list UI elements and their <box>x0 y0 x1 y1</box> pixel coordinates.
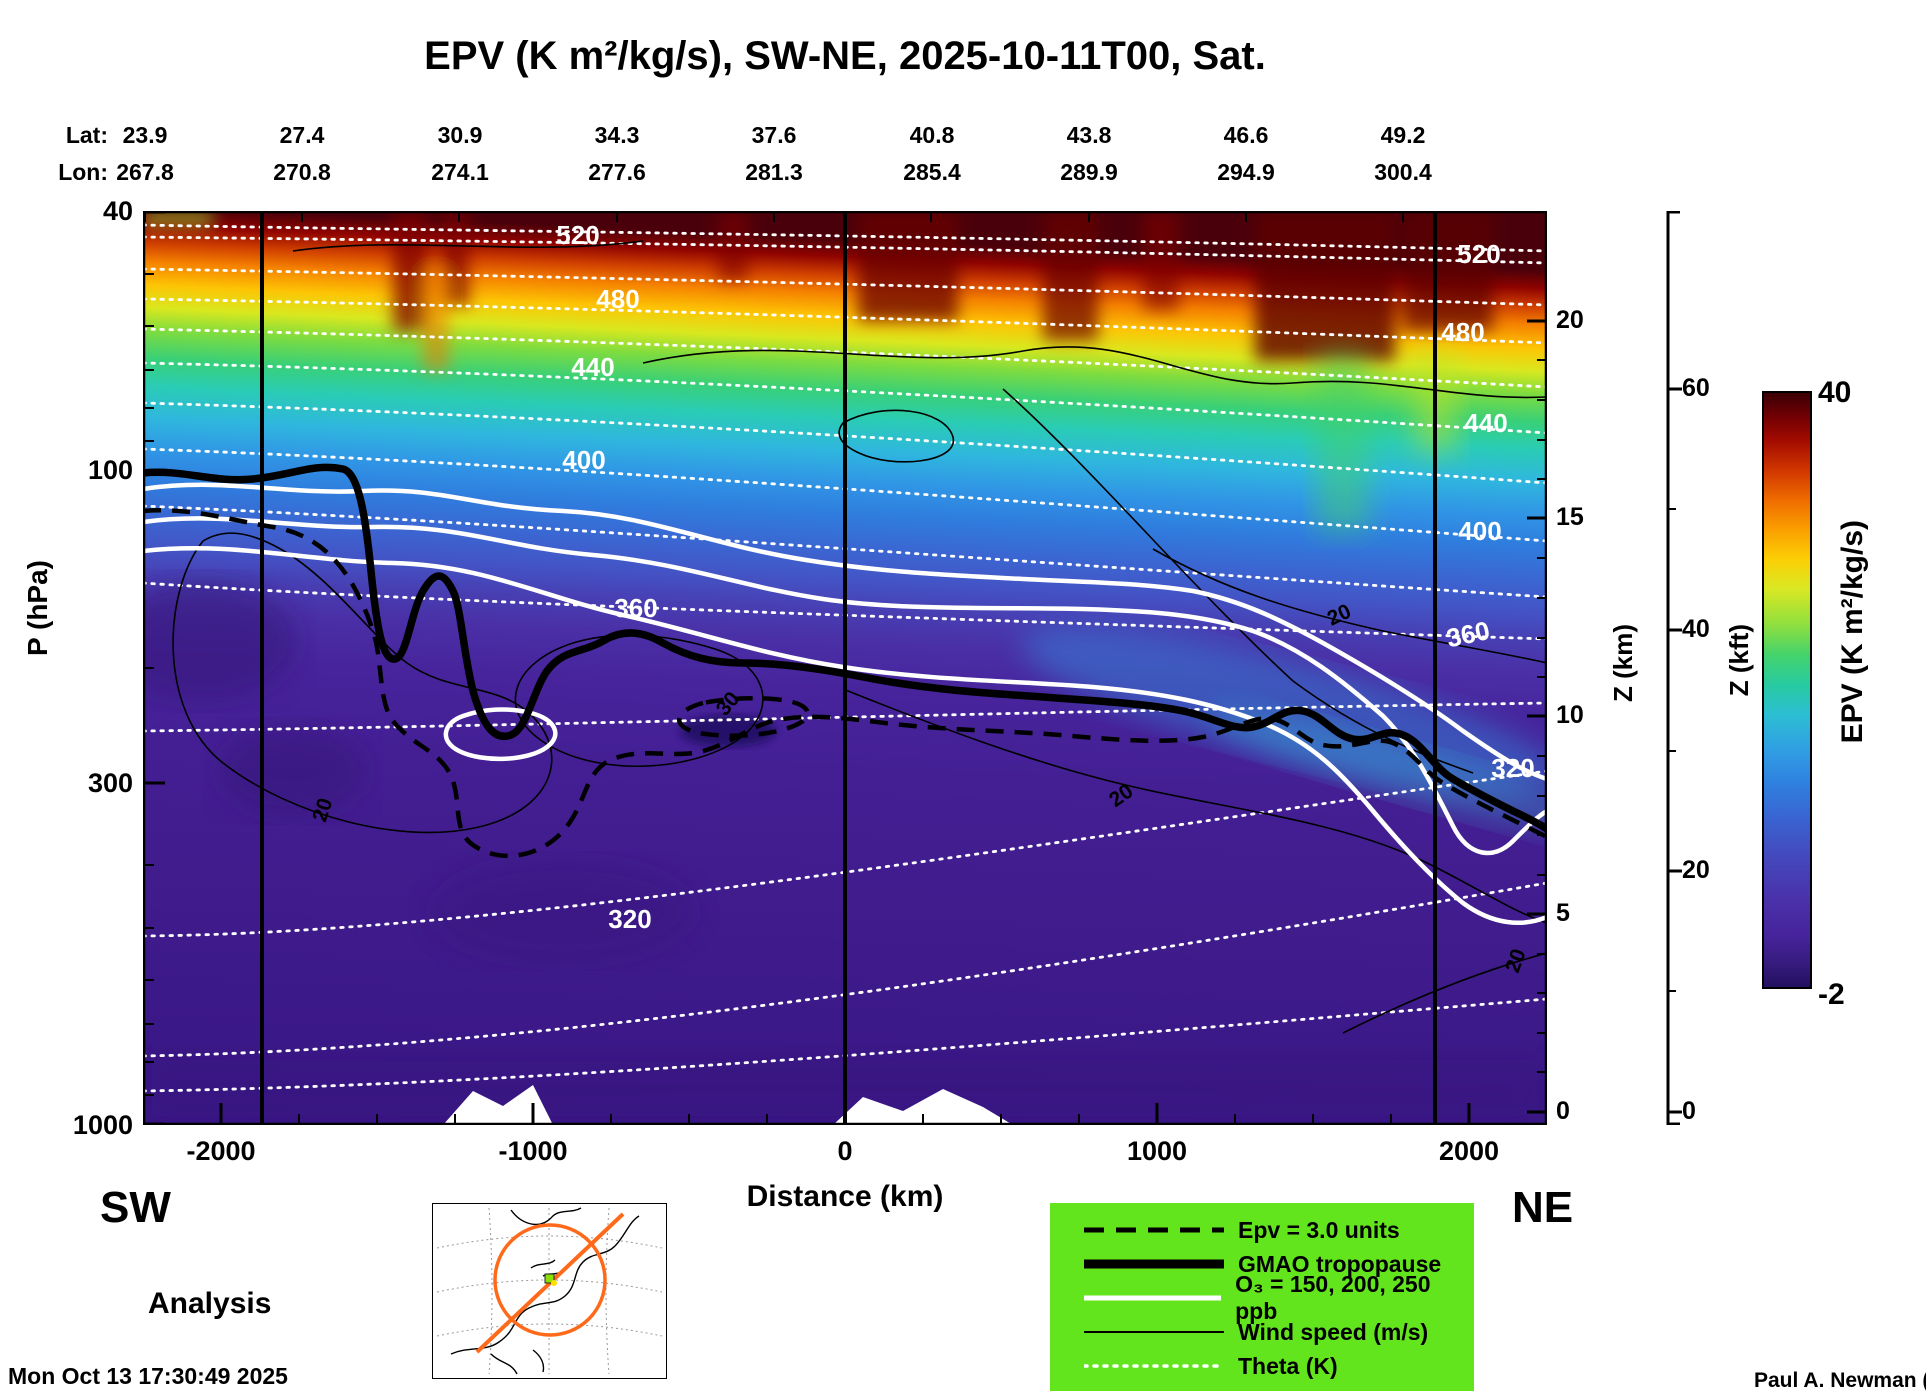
legend-label: Wind speed (m/s) <box>1238 1318 1429 1345</box>
zkm-tick: 0 <box>1556 1097 1570 1125</box>
lon-row-label: Lon: <box>58 159 108 185</box>
svg-text:440: 440 <box>1464 408 1507 438</box>
lon-value: 300.4 <box>1374 159 1432 185</box>
zkft-tick: 60 <box>1682 374 1710 402</box>
pressure-tick: 100 <box>87 455 133 485</box>
zkft-tick: 20 <box>1682 856 1710 884</box>
analysis-label: Analysis <box>148 1287 272 1320</box>
svg-text:480: 480 <box>1441 317 1484 347</box>
lat-value: 46.6 <box>1223 122 1269 148</box>
lat-value: 27.4 <box>279 122 325 148</box>
pressure-tick: 40 <box>102 196 133 226</box>
lon-value: 270.8 <box>273 159 331 185</box>
sw-corner-label: SW <box>100 1183 171 1232</box>
svg-text:440: 440 <box>571 352 614 382</box>
epv3-contour <box>143 508 1547 859</box>
dotted-white-line-icon <box>1084 1364 1224 1368</box>
lat-value: 49.2 <box>1380 122 1426 148</box>
zkm-tick: 10 <box>1556 701 1584 729</box>
plot-border <box>143 211 1547 1125</box>
zkft-axis-label: Z (kft) <box>1724 624 1754 697</box>
legend-label: Epv = 3.0 units <box>1238 1216 1400 1243</box>
pressure-tick: 300 <box>87 768 133 798</box>
colorbar-title: EPV (K m²/kg/s) <box>1836 520 1869 744</box>
legend-label: O₃ = 150, 200, 250 ppb <box>1235 1271 1431 1324</box>
lon-value: 277.6 <box>588 159 646 185</box>
lat-value: 43.8 <box>1066 122 1112 148</box>
distance-tick: 0 <box>837 1136 853 1166</box>
ne-corner-label: NE <box>1512 1183 1574 1232</box>
zkm-axis-label: Z (km) <box>1608 624 1638 702</box>
zkft-axis <box>1666 211 1682 1125</box>
epv-streaks <box>143 211 1493 371</box>
legend: Epv = 3.0 units GMAO tropopause O₃ = 150… <box>1050 1203 1474 1391</box>
timestamp: Mon Oct 13 17:30:49 2025 <box>8 1363 288 1389</box>
svg-text:400: 400 <box>562 445 605 475</box>
zkm-tick: 5 <box>1556 899 1570 927</box>
lat-value: 23.9 <box>122 122 168 148</box>
legend-row-epv: Epv = 3.0 units <box>1050 1213 1474 1247</box>
distance-tick: -1000 <box>498 1136 568 1166</box>
station-marker <box>544 1273 555 1284</box>
svg-text:320: 320 <box>608 904 651 934</box>
epv-colorbar <box>1762 391 1812 989</box>
distance-axis-label: Distance (km) <box>746 1180 944 1213</box>
svg-text:400: 400 <box>1458 516 1501 546</box>
legend-label: GMAO tropopause <box>1238 1250 1442 1277</box>
axis-ticks <box>143 211 1547 1125</box>
cross-section-plot: 520 520 480 480 440 440 400 400 360 360 … <box>143 211 1547 1125</box>
tropopause-line <box>143 463 1547 833</box>
pressure-tick: 1000 <box>72 1110 133 1140</box>
colorbar-min-label: -2 <box>1818 978 1845 1011</box>
ozone-contours <box>143 482 1547 925</box>
transect-circle <box>493 1223 607 1337</box>
distance-tick: -2000 <box>186 1136 256 1166</box>
lat-value: 37.6 <box>751 122 797 148</box>
svg-text:520: 520 <box>1457 239 1500 269</box>
terrain-notches <box>443 1085 1013 1125</box>
zkft-tick: 0 <box>1682 1097 1696 1125</box>
distance-tick: 1000 <box>1126 1136 1188 1166</box>
waypoint-lines <box>260 211 1437 1125</box>
inset-map <box>432 1203 667 1379</box>
dashed-line-icon <box>1084 1227 1224 1233</box>
svg-text:320: 320 <box>1491 753 1534 783</box>
zkm-tick: 15 <box>1556 503 1584 531</box>
svg-text:480: 480 <box>596 284 639 314</box>
zkft-tick: 40 <box>1682 615 1710 643</box>
lon-value: 281.3 <box>745 159 803 185</box>
lon-value: 289.9 <box>1060 159 1118 185</box>
thin-line-icon <box>1084 1331 1224 1333</box>
theta-contours <box>143 223 1547 1093</box>
legend-row-wind: Wind speed (m/s) <box>1050 1315 1474 1349</box>
thick-line-icon <box>1084 1259 1224 1269</box>
colorbar-max-label: 40 <box>1818 376 1852 409</box>
legend-label: Theta (K) <box>1238 1352 1338 1379</box>
lon-value: 274.1 <box>431 159 489 185</box>
lon-value: 285.4 <box>903 159 961 185</box>
zkm-tick: 20 <box>1556 306 1584 334</box>
page-title: EPV (K m²/kg/s), SW-NE, 2025-10-11T00, S… <box>424 34 1266 78</box>
white-line-icon <box>1084 1295 1222 1301</box>
credit: Paul A. Newman (NASA <box>1754 1369 1926 1392</box>
pressure-axis-label: P (hPa) <box>22 560 53 656</box>
distance-tick: 2000 <box>1438 1136 1500 1166</box>
legend-row-tropopause: GMAO tropopause <box>1050 1247 1474 1281</box>
station-dot <box>551 1280 557 1286</box>
lat-value: 34.3 <box>594 122 640 148</box>
lat-value: 40.8 <box>909 122 955 148</box>
svg-text:520: 520 <box>556 220 599 250</box>
lat-row-label: Lat: <box>65 122 108 148</box>
lat-value: 30.9 <box>437 122 483 148</box>
legend-row-theta: Theta (K) <box>1050 1349 1474 1383</box>
legend-row-ozone: O₃ = 150, 200, 250 ppb <box>1050 1271 1474 1324</box>
lon-value: 267.8 <box>116 159 174 185</box>
svg-text:360: 360 <box>614 593 657 623</box>
lon-value: 294.9 <box>1217 159 1275 185</box>
